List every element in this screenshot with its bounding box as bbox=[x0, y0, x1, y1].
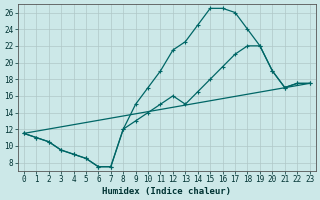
X-axis label: Humidex (Indice chaleur): Humidex (Indice chaleur) bbox=[102, 187, 231, 196]
